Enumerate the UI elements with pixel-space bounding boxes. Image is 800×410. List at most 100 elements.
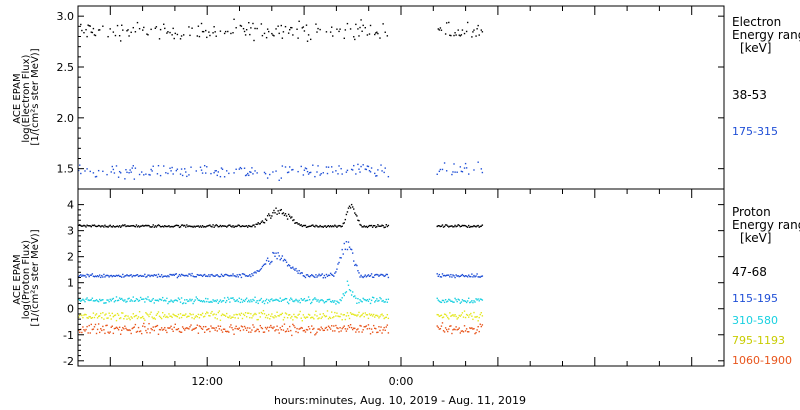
data-point xyxy=(358,168,360,170)
data-point xyxy=(340,330,342,332)
data-point xyxy=(240,312,243,314)
data-point xyxy=(252,22,254,25)
data-point xyxy=(386,313,389,316)
data-point xyxy=(341,225,343,227)
data-point xyxy=(453,34,455,37)
data-point xyxy=(169,226,171,228)
data-point xyxy=(363,225,365,227)
data-point xyxy=(276,257,278,260)
data-point xyxy=(209,275,211,278)
data-point xyxy=(269,214,271,217)
data-point xyxy=(144,326,146,328)
data-point xyxy=(176,276,179,279)
data-point xyxy=(213,275,215,277)
data-point xyxy=(239,274,242,276)
data-point xyxy=(336,312,338,314)
data-point xyxy=(383,226,385,229)
data-point xyxy=(169,167,171,169)
data-point xyxy=(146,275,148,278)
data-point xyxy=(364,27,366,29)
data-point xyxy=(264,263,267,265)
data-point xyxy=(176,315,179,318)
data-point xyxy=(311,325,313,327)
electron-legend-title-3: [keV] xyxy=(740,41,771,55)
data-point xyxy=(115,296,118,298)
data-point xyxy=(365,325,368,327)
proton-ytick-label: 3 xyxy=(67,225,74,238)
data-point xyxy=(205,325,207,328)
data-point xyxy=(300,317,302,319)
data-point xyxy=(376,273,378,276)
data-point xyxy=(171,328,173,330)
data-point xyxy=(288,325,291,328)
data-point xyxy=(358,311,360,314)
data-point xyxy=(311,301,313,304)
data-point xyxy=(233,226,235,229)
data-point xyxy=(315,23,317,25)
data-point xyxy=(248,275,250,277)
data-point xyxy=(78,169,80,172)
data-point xyxy=(377,331,379,333)
data-point xyxy=(190,300,192,302)
data-point xyxy=(362,164,364,166)
data-point xyxy=(294,315,296,318)
data-point xyxy=(226,299,228,302)
data-point xyxy=(371,331,374,333)
data-point xyxy=(285,297,288,300)
data-point xyxy=(153,329,155,332)
data-point xyxy=(304,317,307,319)
data-point xyxy=(466,300,469,302)
data-point xyxy=(443,331,446,333)
data-point xyxy=(293,313,295,316)
data-point xyxy=(111,165,113,168)
data-point xyxy=(87,299,89,301)
data-point xyxy=(219,325,222,328)
data-point xyxy=(459,302,462,304)
data-point xyxy=(452,171,454,173)
data-point xyxy=(386,35,389,37)
data-point xyxy=(329,225,332,227)
data-point xyxy=(329,272,332,275)
data-point xyxy=(194,226,196,228)
data-point xyxy=(481,299,484,301)
data-point xyxy=(247,300,249,303)
data-point xyxy=(85,276,87,278)
data-point xyxy=(449,276,451,278)
data-point xyxy=(281,312,284,315)
data-point xyxy=(98,331,101,334)
data-point xyxy=(346,248,349,251)
data-point xyxy=(360,19,362,21)
data-point xyxy=(290,329,292,332)
data-point xyxy=(252,324,254,326)
data-point xyxy=(235,27,237,29)
data-point xyxy=(356,215,358,217)
data-point xyxy=(96,317,99,319)
data-point xyxy=(305,274,308,276)
data-point xyxy=(360,325,362,327)
data-point xyxy=(314,276,316,279)
data-point xyxy=(164,27,166,30)
data-point xyxy=(453,225,455,228)
data-point xyxy=(85,314,87,316)
data-point xyxy=(188,315,190,318)
data-point xyxy=(468,224,470,227)
data-point xyxy=(378,325,380,328)
data-point xyxy=(223,225,226,227)
data-point xyxy=(292,219,294,222)
data-point xyxy=(297,314,299,316)
data-point xyxy=(358,35,360,37)
data-point xyxy=(305,226,308,228)
data-point xyxy=(113,226,116,228)
data-point xyxy=(186,175,188,178)
data-point xyxy=(122,312,124,314)
data-point xyxy=(103,273,105,276)
data-point xyxy=(161,276,164,278)
data-point xyxy=(337,327,339,330)
data-point xyxy=(466,226,469,228)
data-point xyxy=(371,315,374,317)
data-point xyxy=(252,274,254,277)
data-point xyxy=(443,162,446,164)
data-point xyxy=(298,313,300,316)
data-point xyxy=(367,274,370,276)
